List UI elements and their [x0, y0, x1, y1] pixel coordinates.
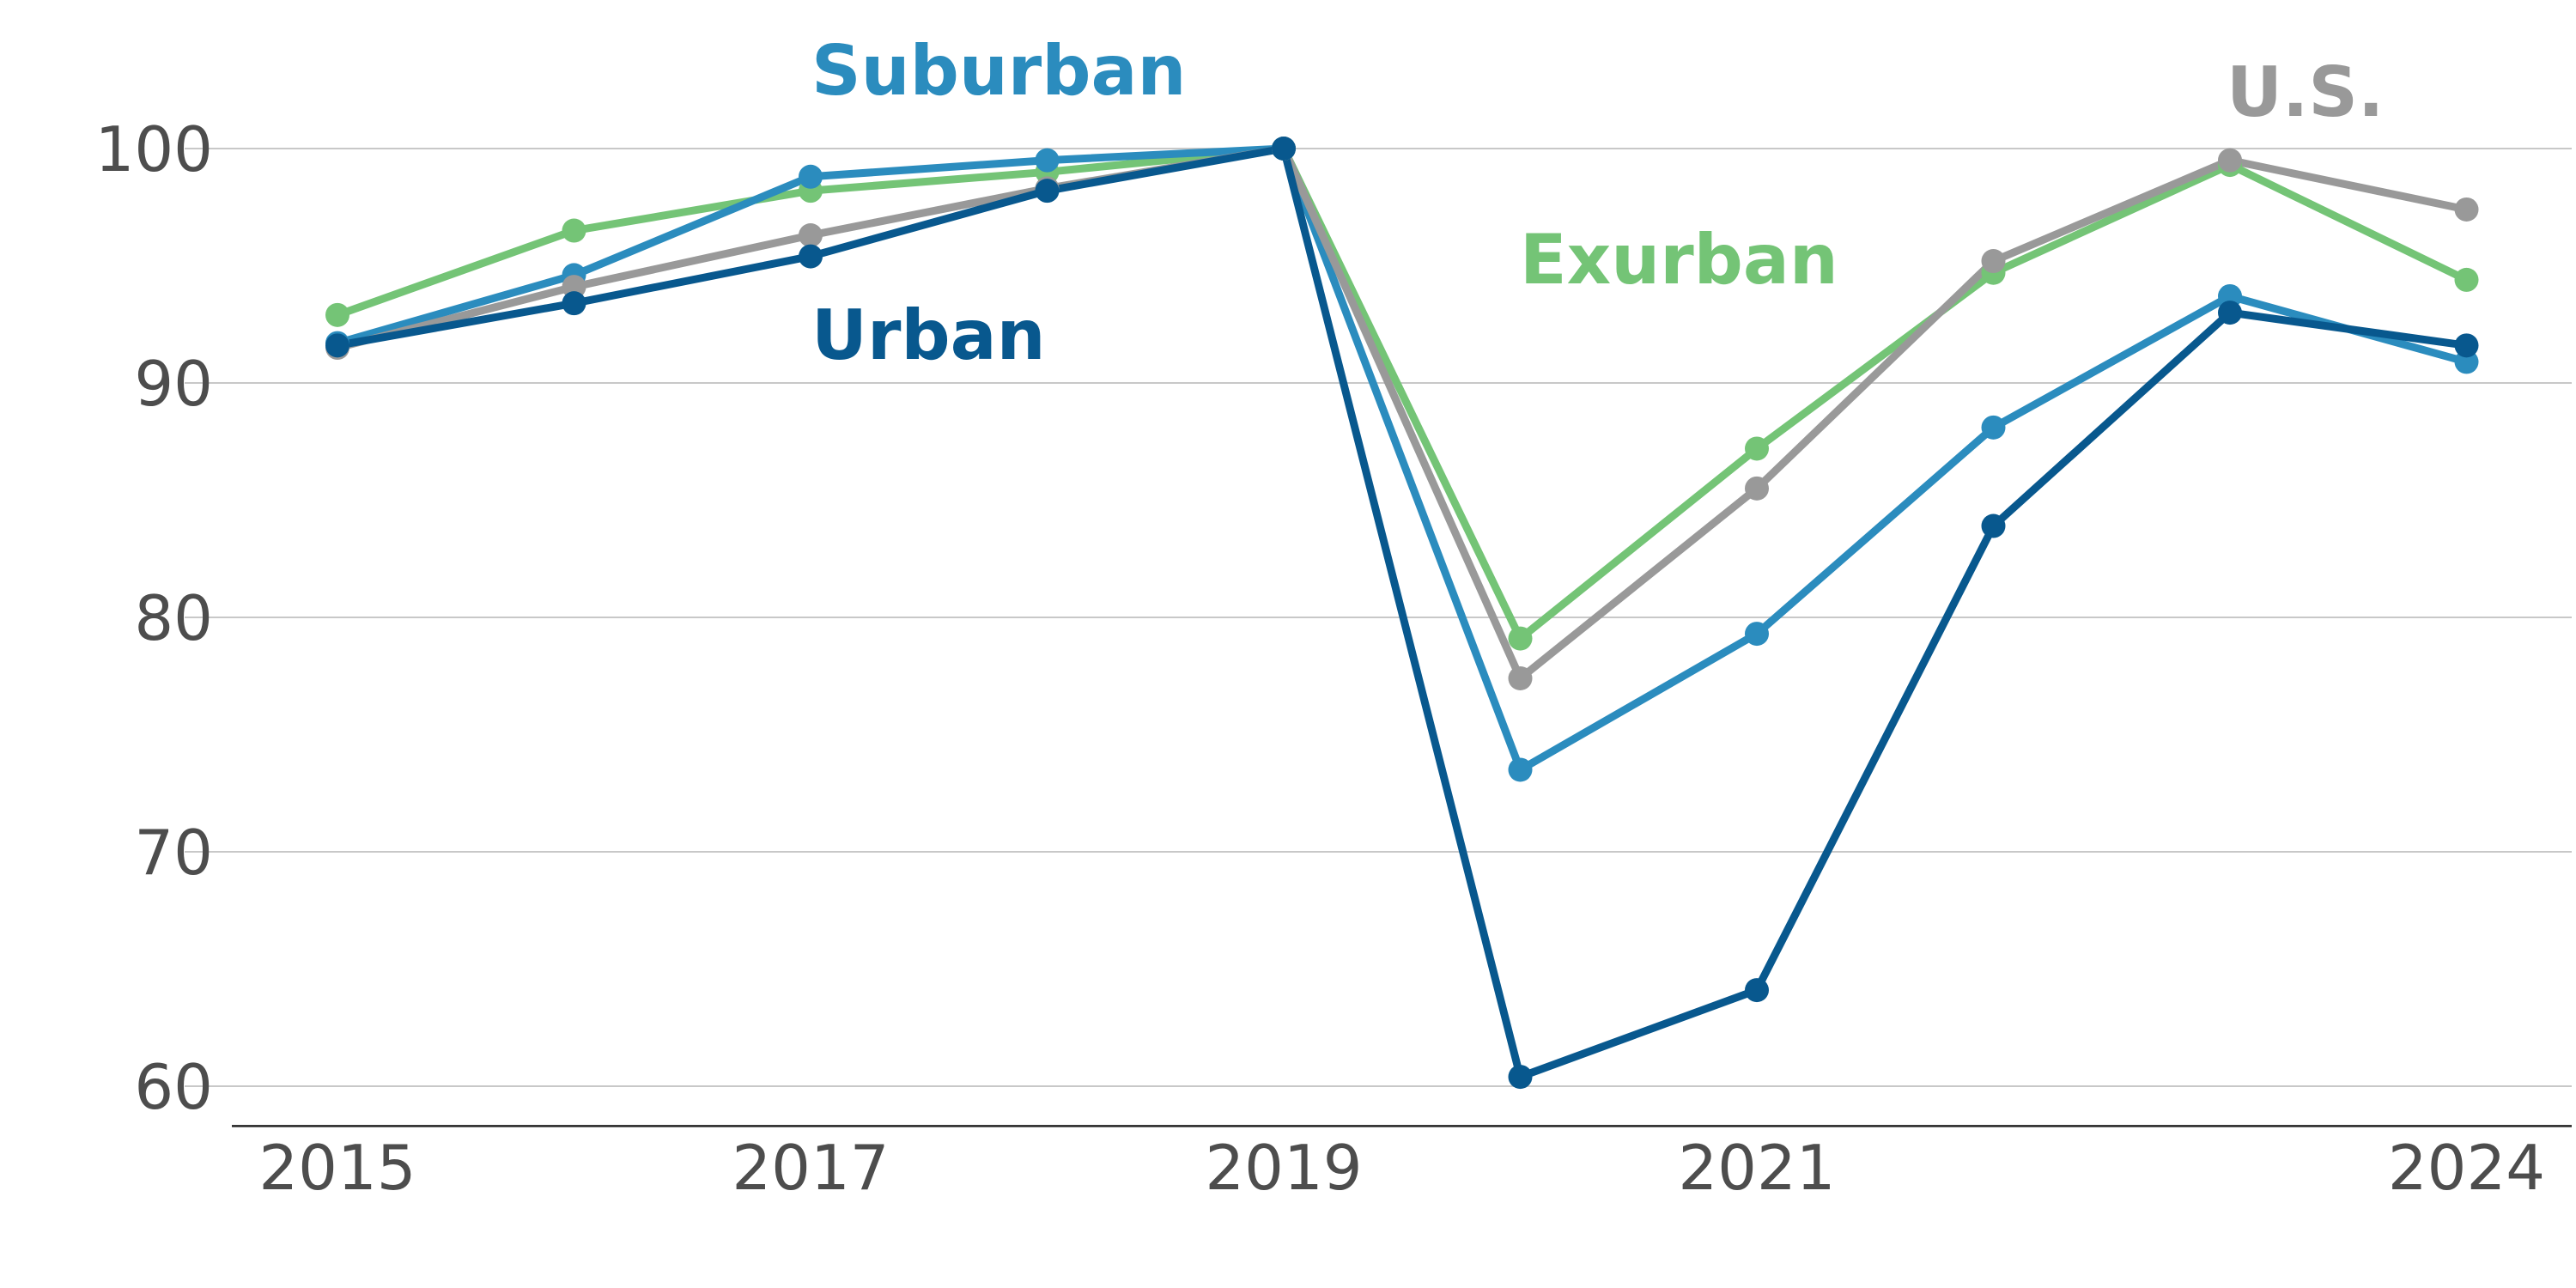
data-point-exurban — [1745, 436, 1769, 461]
data-point-suburban — [1745, 622, 1769, 647]
x-tick-label: 2017 — [732, 1132, 889, 1204]
x-axis-tick-labels: 2015 2017 2019 2021 2024 — [258, 1132, 2545, 1204]
series-line-us — [333, 144, 2470, 683]
data-point-urban — [562, 291, 586, 316]
data-point-exurban — [2454, 267, 2479, 292]
series-line-exurban — [333, 144, 2470, 643]
data-point-urban — [325, 333, 349, 358]
data-point-urban — [1981, 513, 2006, 538]
series-labels: Suburban Urban Exurban U.S. — [811, 31, 2384, 375]
x-tick-label: 2015 — [258, 1132, 416, 1204]
data-point-urban — [1745, 978, 1769, 1003]
series-label-exurban: Exurban — [1520, 220, 1838, 300]
x-tick-label: 2024 — [2388, 1132, 2545, 1204]
series-label-suburban: Suburban — [811, 31, 1186, 111]
data-point-suburban — [1981, 415, 2006, 440]
data-point-urban — [1035, 179, 1060, 204]
series-label-urban: Urban — [811, 295, 1046, 375]
data-point-us — [799, 223, 823, 248]
data-point-exurban — [1508, 626, 1533, 651]
series-lines — [333, 144, 2470, 1081]
data-point-exurban — [562, 218, 586, 243]
series-points — [325, 137, 2479, 1090]
data-point-urban — [2218, 301, 2242, 325]
data-point-urban — [799, 244, 823, 269]
data-point-us — [2454, 197, 2479, 222]
data-point-us — [1745, 476, 1769, 501]
y-tick-label: 100 — [95, 113, 213, 185]
data-point-us — [1508, 665, 1533, 690]
data-point-exurban — [325, 302, 349, 327]
data-point-suburban — [1508, 757, 1533, 782]
y-tick-label: 60 — [134, 1051, 213, 1123]
data-point-us — [2218, 148, 2242, 173]
y-tick-label: 90 — [134, 348, 213, 420]
x-tick-label: 2021 — [1678, 1132, 1835, 1204]
data-point-suburban — [799, 164, 823, 189]
data-point-urban — [1508, 1065, 1533, 1090]
data-point-urban — [2454, 333, 2479, 358]
series-label-us: U.S. — [2227, 52, 2384, 132]
y-tick-label: 80 — [134, 582, 213, 654]
series-line-urban — [333, 144, 2470, 1081]
data-point-suburban — [1035, 148, 1060, 173]
gridlines — [185, 148, 2572, 1087]
y-axis-tick-labels: 60 70 80 90 100 — [95, 113, 213, 1123]
x-tick-label: 2019 — [1205, 1132, 1362, 1204]
data-point-us — [1981, 249, 2006, 274]
series-line-suburban — [333, 144, 2470, 774]
y-tick-label: 70 — [134, 817, 213, 889]
data-point-urban — [1272, 137, 1296, 161]
